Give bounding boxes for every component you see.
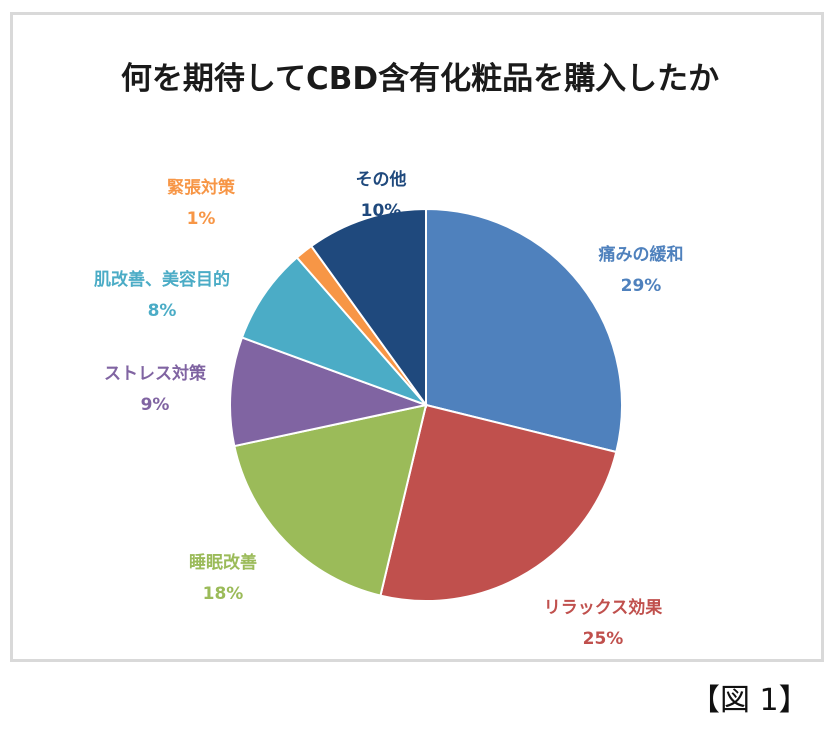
label-stress-name: ストレス対策 <box>104 364 206 384</box>
label-tension-name: 緊張対策 <box>167 178 235 198</box>
pie-slice <box>379 403 618 602</box>
pie-slice <box>240 256 427 406</box>
label-skin-beauty-name: 肌改善、美容目的 <box>94 270 230 290</box>
label-tension: 緊張対策 1% <box>141 173 261 235</box>
label-pain-relief-name: 痛みの緩和 <box>598 245 684 265</box>
label-other-name: その他 <box>355 170 407 190</box>
figure-caption: 【図 1】 <box>690 683 809 718</box>
label-other: その他 10% <box>331 165 431 227</box>
label-sleep-value: 18% <box>202 584 244 604</box>
label-sleep: 睡眠改善 18% <box>163 548 283 610</box>
label-tension-value: 1% <box>186 209 216 229</box>
chart-frame: 何を期待してCBD含有化粧品を購入したか 痛みの緩和 29% リラックス効果 2… <box>10 12 824 662</box>
label-skin-beauty-value: 8% <box>147 301 177 321</box>
pie-slice <box>425 207 623 454</box>
label-stress-value: 9% <box>140 395 170 415</box>
label-stress: ストレス対策 9% <box>75 359 235 421</box>
chart-title: 何を期待してCBD含有化粧品を購入したか <box>120 61 720 97</box>
label-skin-beauty: 肌改善、美容目的 8% <box>67 265 257 327</box>
pie-slice <box>233 403 428 597</box>
label-sleep-name: 睡眠改善 <box>189 553 257 573</box>
pie-slice <box>229 336 430 448</box>
label-relaxation-value: 25% <box>582 629 624 649</box>
label-relaxation-name: リラックス効果 <box>543 598 663 618</box>
pie-slice <box>309 207 427 409</box>
label-pain-relief: 痛みの緩和 29% <box>571 240 711 302</box>
label-other-value: 10% <box>360 201 402 221</box>
pie-chart <box>229 207 623 602</box>
label-pain-relief-value: 29% <box>620 276 662 296</box>
label-relaxation: リラックス効果 25% <box>513 593 693 655</box>
